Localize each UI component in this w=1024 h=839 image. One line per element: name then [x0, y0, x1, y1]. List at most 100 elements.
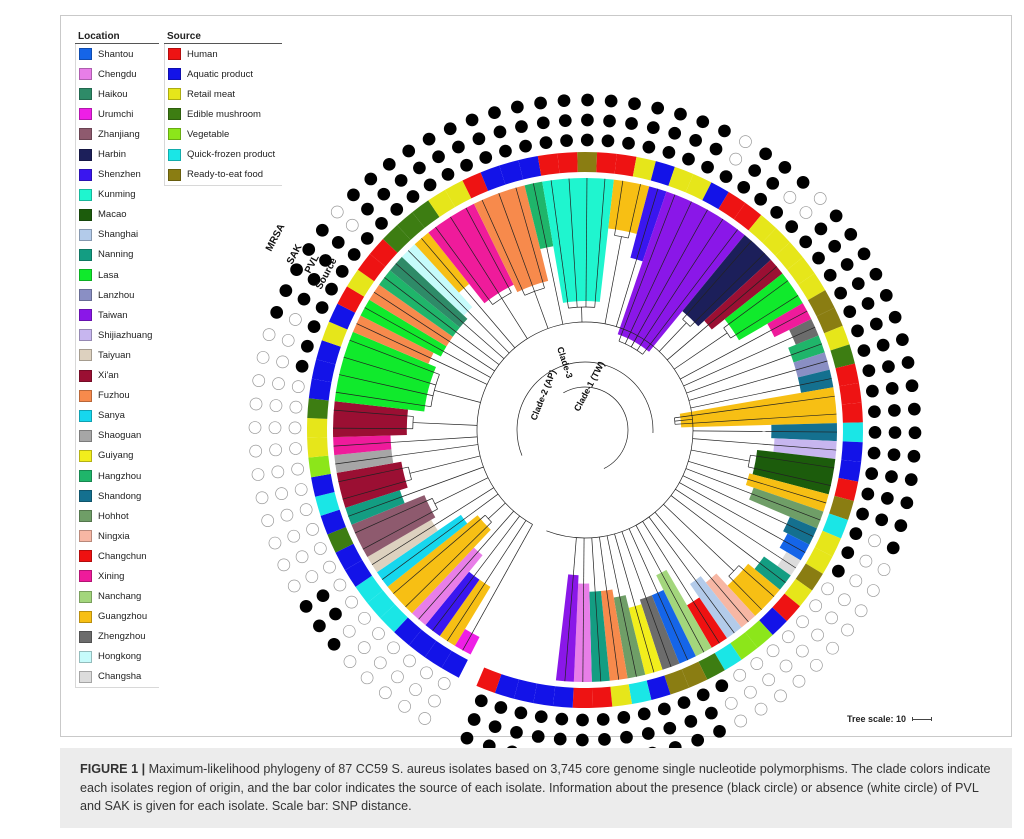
source-legend-swatch — [168, 128, 181, 141]
sak-marker — [581, 113, 594, 127]
pvl-marker — [289, 400, 303, 414]
tree-branch — [582, 577, 585, 682]
location-legend-label: Kunming — [98, 189, 136, 201]
clade-sector — [473, 185, 549, 293]
location-legend-label: Macao — [98, 209, 127, 221]
location-legend-label: Nanning — [98, 249, 134, 261]
location-legend-item: Hohhot — [76, 506, 159, 526]
mrsa-marker — [279, 284, 293, 298]
tree-branch — [534, 291, 549, 329]
sak-marker — [510, 725, 523, 739]
sak-marker — [271, 465, 285, 479]
sak-marker — [536, 116, 550, 130]
mrsa-marker — [251, 468, 265, 481]
pvl-marker — [861, 487, 875, 501]
tree-branch — [467, 326, 505, 359]
pvl-marker — [856, 507, 869, 521]
pvl-marker — [868, 405, 881, 419]
sak-marker — [531, 730, 545, 743]
sak-marker — [295, 550, 309, 564]
sak-marker — [269, 399, 283, 412]
mrsa-marker — [465, 113, 479, 127]
pvl-marker — [358, 611, 371, 625]
location-legend-swatch — [79, 108, 92, 121]
mrsa-marker — [866, 584, 880, 597]
sak-marker — [881, 492, 894, 505]
sak-marker — [432, 150, 445, 164]
source-cell — [610, 684, 633, 707]
tree-branch — [333, 427, 413, 430]
location-legend-label: Zhengzhou — [98, 631, 146, 643]
location-legend-label: Xi'an — [98, 370, 119, 382]
mrsa-marker — [327, 637, 341, 651]
location-legend-label: Sanya — [98, 410, 125, 422]
sak-marker — [280, 508, 294, 522]
location-legend-item: Haikou — [76, 84, 159, 104]
source-cell — [829, 495, 854, 520]
tree-branch — [614, 235, 629, 239]
location-legend-label: Hohhot — [98, 510, 129, 522]
sak-marker — [558, 114, 572, 127]
sak-marker — [275, 487, 288, 501]
tree-branch — [405, 521, 492, 608]
clade-sector — [617, 191, 745, 352]
tree-branch — [460, 335, 500, 365]
source-cell — [772, 593, 800, 622]
clade-sector — [376, 514, 468, 587]
source-cell — [480, 165, 506, 191]
mrsa-marker — [796, 175, 810, 189]
sak-marker — [811, 628, 824, 642]
tree-branch — [605, 584, 620, 680]
tree-branch — [754, 558, 786, 583]
source-cell — [822, 513, 849, 539]
sak-marker — [307, 273, 321, 286]
clade-sector — [724, 273, 803, 341]
clade-sector — [767, 303, 812, 338]
sak-marker — [859, 554, 873, 568]
location-legend-label: Shenzhen — [98, 169, 141, 181]
location-legend-swatch — [79, 490, 92, 503]
mrsa-marker — [628, 97, 641, 111]
tree-branch — [488, 502, 506, 519]
source-cell — [307, 418, 328, 438]
pvl-marker — [307, 320, 321, 333]
source-cell — [337, 286, 365, 313]
location-legend-swatch — [79, 88, 92, 101]
sak-ring — [268, 113, 902, 747]
tree-branch — [630, 209, 708, 348]
location-legend-item: Nanchang — [76, 587, 159, 607]
pvl-marker — [809, 599, 823, 613]
location-legend-item: Guangzhou — [76, 607, 159, 627]
source-legend-label: Aquatic product — [187, 68, 254, 80]
clade-sector — [686, 597, 727, 648]
tree-branch — [484, 514, 492, 523]
tree-branch — [467, 292, 516, 349]
tree-branch — [703, 266, 777, 330]
source-cell — [513, 679, 537, 704]
location-legend-item: Shandong — [76, 486, 159, 506]
mrsa-marker — [402, 144, 416, 158]
sak-marker — [882, 360, 895, 373]
sak-marker — [868, 534, 881, 548]
pvl-marker — [754, 192, 767, 206]
clade-sector — [682, 235, 771, 327]
location-legend-swatch — [79, 429, 92, 442]
tree-branch — [564, 568, 575, 682]
source-cell — [787, 257, 815, 285]
tree-branch — [674, 417, 676, 425]
tree-branch — [688, 371, 791, 401]
tree-branch — [666, 328, 704, 361]
mrsa-marker — [696, 115, 710, 129]
mrsa-marker — [398, 699, 411, 713]
source-legend-item: Quick-frozen product — [165, 144, 282, 164]
location-legend-swatch — [79, 349, 92, 362]
pvl-marker — [766, 644, 780, 658]
source-cell — [830, 344, 855, 369]
location-legend-item: Xi'an — [76, 366, 159, 386]
source-cell — [668, 166, 694, 193]
pvl-marker — [796, 615, 809, 629]
tree-branch — [689, 252, 765, 327]
mrsa-marker — [888, 310, 902, 324]
location-legend-label: Lanzhou — [98, 289, 135, 301]
